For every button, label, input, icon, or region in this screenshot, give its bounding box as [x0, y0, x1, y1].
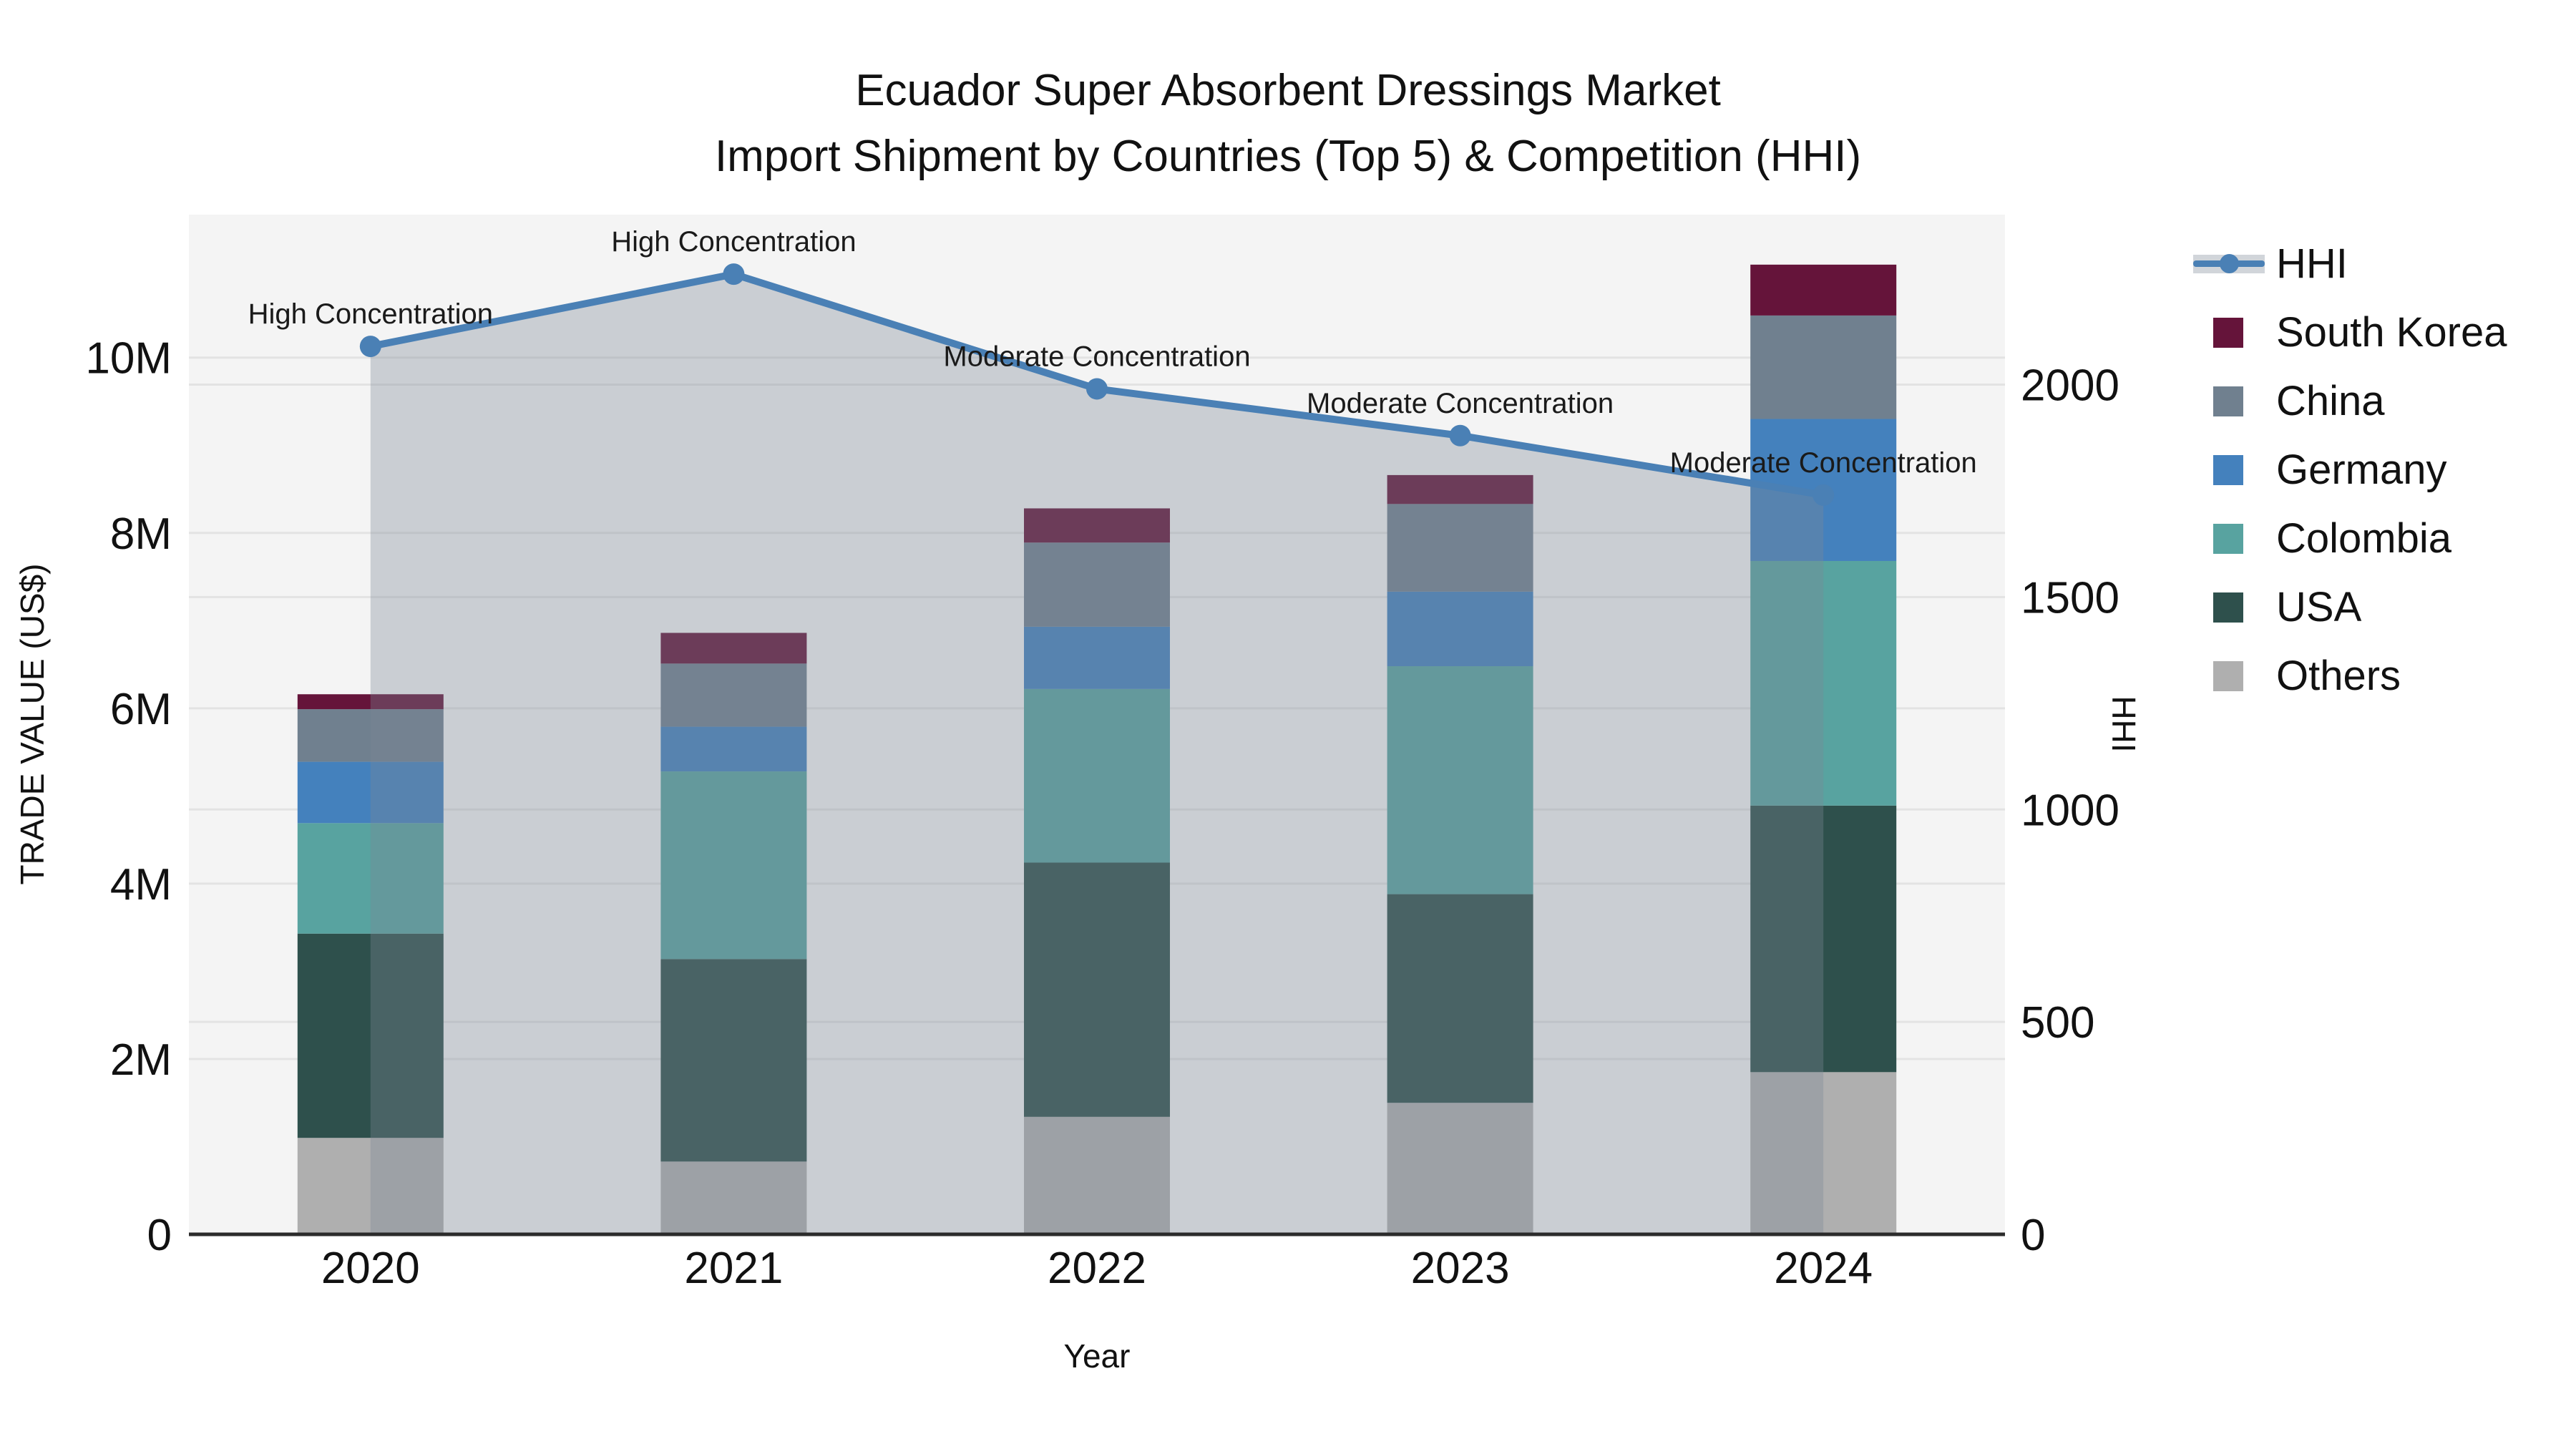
left-tick-8M: 8M — [110, 509, 172, 559]
hhi-marker-2020 — [359, 336, 381, 358]
right-tick-500: 500 — [2021, 998, 2094, 1048]
chart-title-line2: Import Shipment by Countries (Top 5) & C… — [714, 132, 1862, 181]
x-tick-2021: 2021 — [684, 1244, 783, 1293]
legend-color-swatch — [2213, 455, 2243, 485]
left-tick-4M: 4M — [110, 860, 172, 909]
legend-item-usa: USA — [2193, 572, 2507, 641]
right-tick-2000: 2000 — [2021, 361, 2119, 411]
bar-segment-others-2023 — [1387, 1103, 1533, 1234]
legend-label: Colombia — [2276, 514, 2451, 562]
bar-segment-germany-2020 — [297, 761, 444, 824]
right-tick-0: 0 — [2021, 1211, 2045, 1260]
left-tick-10M: 10M — [85, 334, 172, 384]
right-tick-1500: 1500 — [2021, 573, 2119, 623]
annotation-2022: Moderate Concentration — [943, 341, 1250, 372]
hhi-annotations: High Concentration High Concentration Mode… — [248, 226, 1977, 479]
annotation-2020: High Concentration — [248, 298, 493, 330]
x-tick-2024: 2024 — [1774, 1244, 1873, 1293]
legend: HHI South Korea China Germany Colombia USA Oth… — [2193, 229, 2507, 710]
hhi-marker-2021 — [723, 263, 745, 286]
legend-swatch-icon — [2193, 504, 2265, 572]
legend-item-hhi: HHI — [2193, 229, 2507, 298]
x-axis-tick-labels: 2020 2021 2022 2023 2024 — [321, 1244, 1873, 1293]
legend-color-swatch — [2213, 318, 2243, 348]
bar-segment-usa-2023 — [1387, 894, 1533, 1103]
bar-segment-colombia-2023 — [1387, 666, 1533, 894]
bar-segment-colombia-2020 — [297, 823, 444, 934]
bar-segment-germany-2023 — [1387, 591, 1533, 667]
legend-color-swatch — [2213, 386, 2243, 416]
x-tick-2022: 2022 — [1048, 1244, 1146, 1293]
left-axis-title: TRADE VALUE (US$) — [14, 563, 51, 885]
bar-segment-colombia-2024 — [1750, 560, 1897, 806]
bar-segment-colombia-2022 — [1024, 688, 1170, 863]
legend-label: Germany — [2276, 446, 2447, 493]
legend-swatch-icon — [2193, 572, 2265, 641]
bar-segment-china-2021 — [660, 663, 807, 727]
bar-segment-usa-2021 — [660, 959, 807, 1162]
right-tick-1000: 1000 — [2021, 786, 2119, 835]
left-axis-tick-labels: 0 2M 4M 6M 8M 10M — [85, 334, 172, 1260]
stacked-bars — [297, 264, 1897, 1234]
hhi-line-legend-marker — [2220, 254, 2239, 273]
bar-segment-colombia-2021 — [660, 771, 807, 960]
bar-segment-south-korea-2024 — [1750, 264, 1897, 316]
bar-segment-usa-2024 — [1750, 805, 1897, 1073]
bar-segment-others-2020 — [297, 1138, 444, 1234]
legend-swatch-icon — [2193, 435, 2265, 504]
left-tick-0: 0 — [147, 1211, 172, 1260]
chart-title-line1: Ecuador Super Absorbent Dressings Market — [855, 66, 1721, 115]
legend-color-swatch — [2213, 592, 2243, 623]
bar-segment-china-2022 — [1024, 542, 1170, 627]
legend-label: HHI — [2276, 240, 2348, 287]
bar-segment-china-2020 — [297, 709, 444, 762]
bar-segment-usa-2022 — [1024, 862, 1170, 1117]
legend-label: South Korea — [2276, 308, 2507, 356]
bar-segment-china-2023 — [1387, 504, 1533, 592]
legend-color-swatch — [2213, 661, 2243, 691]
bar-segment-usa-2020 — [297, 933, 444, 1138]
bar-segment-others-2021 — [660, 1161, 807, 1234]
legend-swatch-icon — [2193, 366, 2265, 435]
hhi-marker-2022 — [1086, 378, 1108, 400]
legend-item-germany: Germany — [2193, 435, 2507, 504]
legend-label: Others — [2276, 652, 2401, 699]
hhi-area-fill — [370, 274, 1824, 1234]
right-axis-title: HHI — [2105, 696, 2142, 753]
x-axis-title: Year — [1063, 1337, 1131, 1375]
annotation-2024: Moderate Concentration — [1670, 447, 1977, 479]
legend-color-swatch — [2213, 524, 2243, 554]
legend-label: China — [2276, 377, 2385, 424]
left-tick-2M: 2M — [110, 1035, 172, 1085]
bar-segment-others-2024 — [1750, 1072, 1897, 1234]
bar-segment-china-2024 — [1750, 315, 1897, 419]
hhi-marker-2023 — [1449, 424, 1471, 447]
legend-item-colombia: Colombia — [2193, 504, 2507, 572]
bar-segment-south-korea-2020 — [297, 694, 444, 710]
hhi-marker-2024 — [1813, 484, 1835, 506]
annotation-2023: Moderate Concentration — [1307, 388, 1614, 419]
left-tick-6M: 6M — [110, 685, 172, 734]
bar-segment-south-korea-2022 — [1024, 508, 1170, 543]
legend-item-china: China — [2193, 366, 2507, 435]
bar-segment-germany-2022 — [1024, 626, 1170, 689]
hhi-line-legend-icon — [2193, 229, 2265, 298]
x-tick-2023: 2023 — [1411, 1244, 1510, 1293]
legend-swatch-icon — [2193, 641, 2265, 710]
x-tick-2020: 2020 — [321, 1244, 420, 1293]
legend-item-others: Others — [2193, 641, 2507, 710]
bar-segment-germany-2021 — [660, 726, 807, 772]
legend-label: USA — [2276, 583, 2362, 630]
right-axis-tick-labels: 0 500 1000 1500 2000 — [2021, 361, 2119, 1261]
legend-swatch-icon — [2193, 298, 2265, 366]
bar-segment-south-korea-2023 — [1387, 474, 1533, 504]
legend-item-south-korea: South Korea — [2193, 298, 2507, 366]
annotation-2021: High Concentration — [611, 226, 856, 258]
bar-segment-south-korea-2021 — [660, 633, 807, 664]
bar-segment-others-2022 — [1024, 1116, 1170, 1234]
